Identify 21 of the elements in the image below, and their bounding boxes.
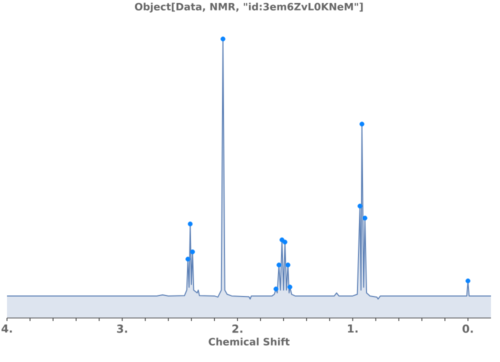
x-axis-title: Chemical Shift [208,338,290,346]
point [274,286,278,292]
point [286,262,290,268]
point [282,240,288,245]
point [220,36,226,42]
point [288,284,292,290]
point [466,278,470,284]
x-tick-label: 4. [2,324,12,333]
point [190,249,195,254]
point [276,262,282,268]
x-tick-label: 3. [117,324,128,333]
point [280,237,284,242]
x-tick-label: 2. [232,324,242,333]
chart-title: Object[Data, NMR, "id:3em6ZvL0KNeM"] [134,2,363,12]
point [188,222,193,226]
point [358,204,362,209]
point [362,216,368,221]
x-tick-label: 1. [348,324,358,333]
x-tick-label: 0. [462,324,473,333]
point [186,256,190,262]
point [360,122,364,126]
